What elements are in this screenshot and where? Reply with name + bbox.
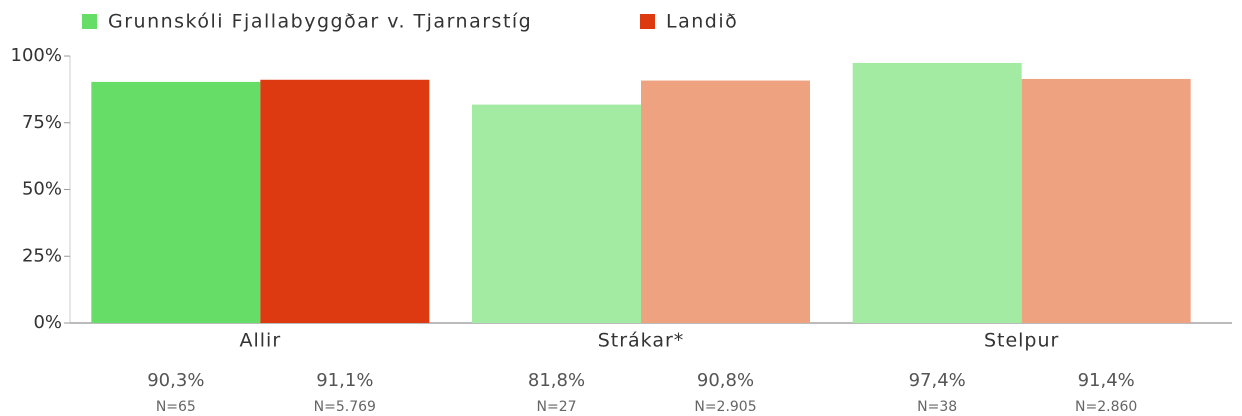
n-label: N=5.769 <box>314 399 376 415</box>
value-label: 90,3% <box>147 370 204 391</box>
bar <box>260 79 430 323</box>
bar <box>641 80 810 324</box>
y-tick-label: 75% <box>22 112 62 133</box>
n-label: N=2.905 <box>694 399 756 415</box>
n-label: N=38 <box>917 399 957 415</box>
value-label: 91,1% <box>316 370 373 391</box>
legend-swatch <box>640 14 655 29</box>
value-label: 97,4% <box>909 370 966 391</box>
value-label: 81,8% <box>528 370 585 391</box>
legend-label: Grunnskóli Fjallabyggðar v. Tjarnarstíg <box>108 11 532 33</box>
x-tick-label: Strákar* <box>598 330 685 352</box>
bar <box>472 104 641 324</box>
y-tick-label: 50% <box>22 179 62 200</box>
value-label: 91,4% <box>1078 370 1135 391</box>
x-tick-label: Stelpur <box>984 330 1059 352</box>
y-tick-label: 100% <box>11 45 62 66</box>
n-label: N=2.860 <box>1075 399 1137 415</box>
legend-label: Landið <box>666 11 738 33</box>
n-label: N=65 <box>156 399 196 415</box>
x-tick-label: Allir <box>240 330 282 352</box>
legend-swatch <box>82 14 97 29</box>
y-tick-label: 0% <box>33 312 62 333</box>
n-label: N=27 <box>536 399 576 415</box>
value-label: 90,8% <box>697 370 754 391</box>
y-tick-label: 25% <box>22 245 62 266</box>
bar <box>852 62 1022 323</box>
bar <box>91 81 261 323</box>
bar <box>1021 78 1191 323</box>
